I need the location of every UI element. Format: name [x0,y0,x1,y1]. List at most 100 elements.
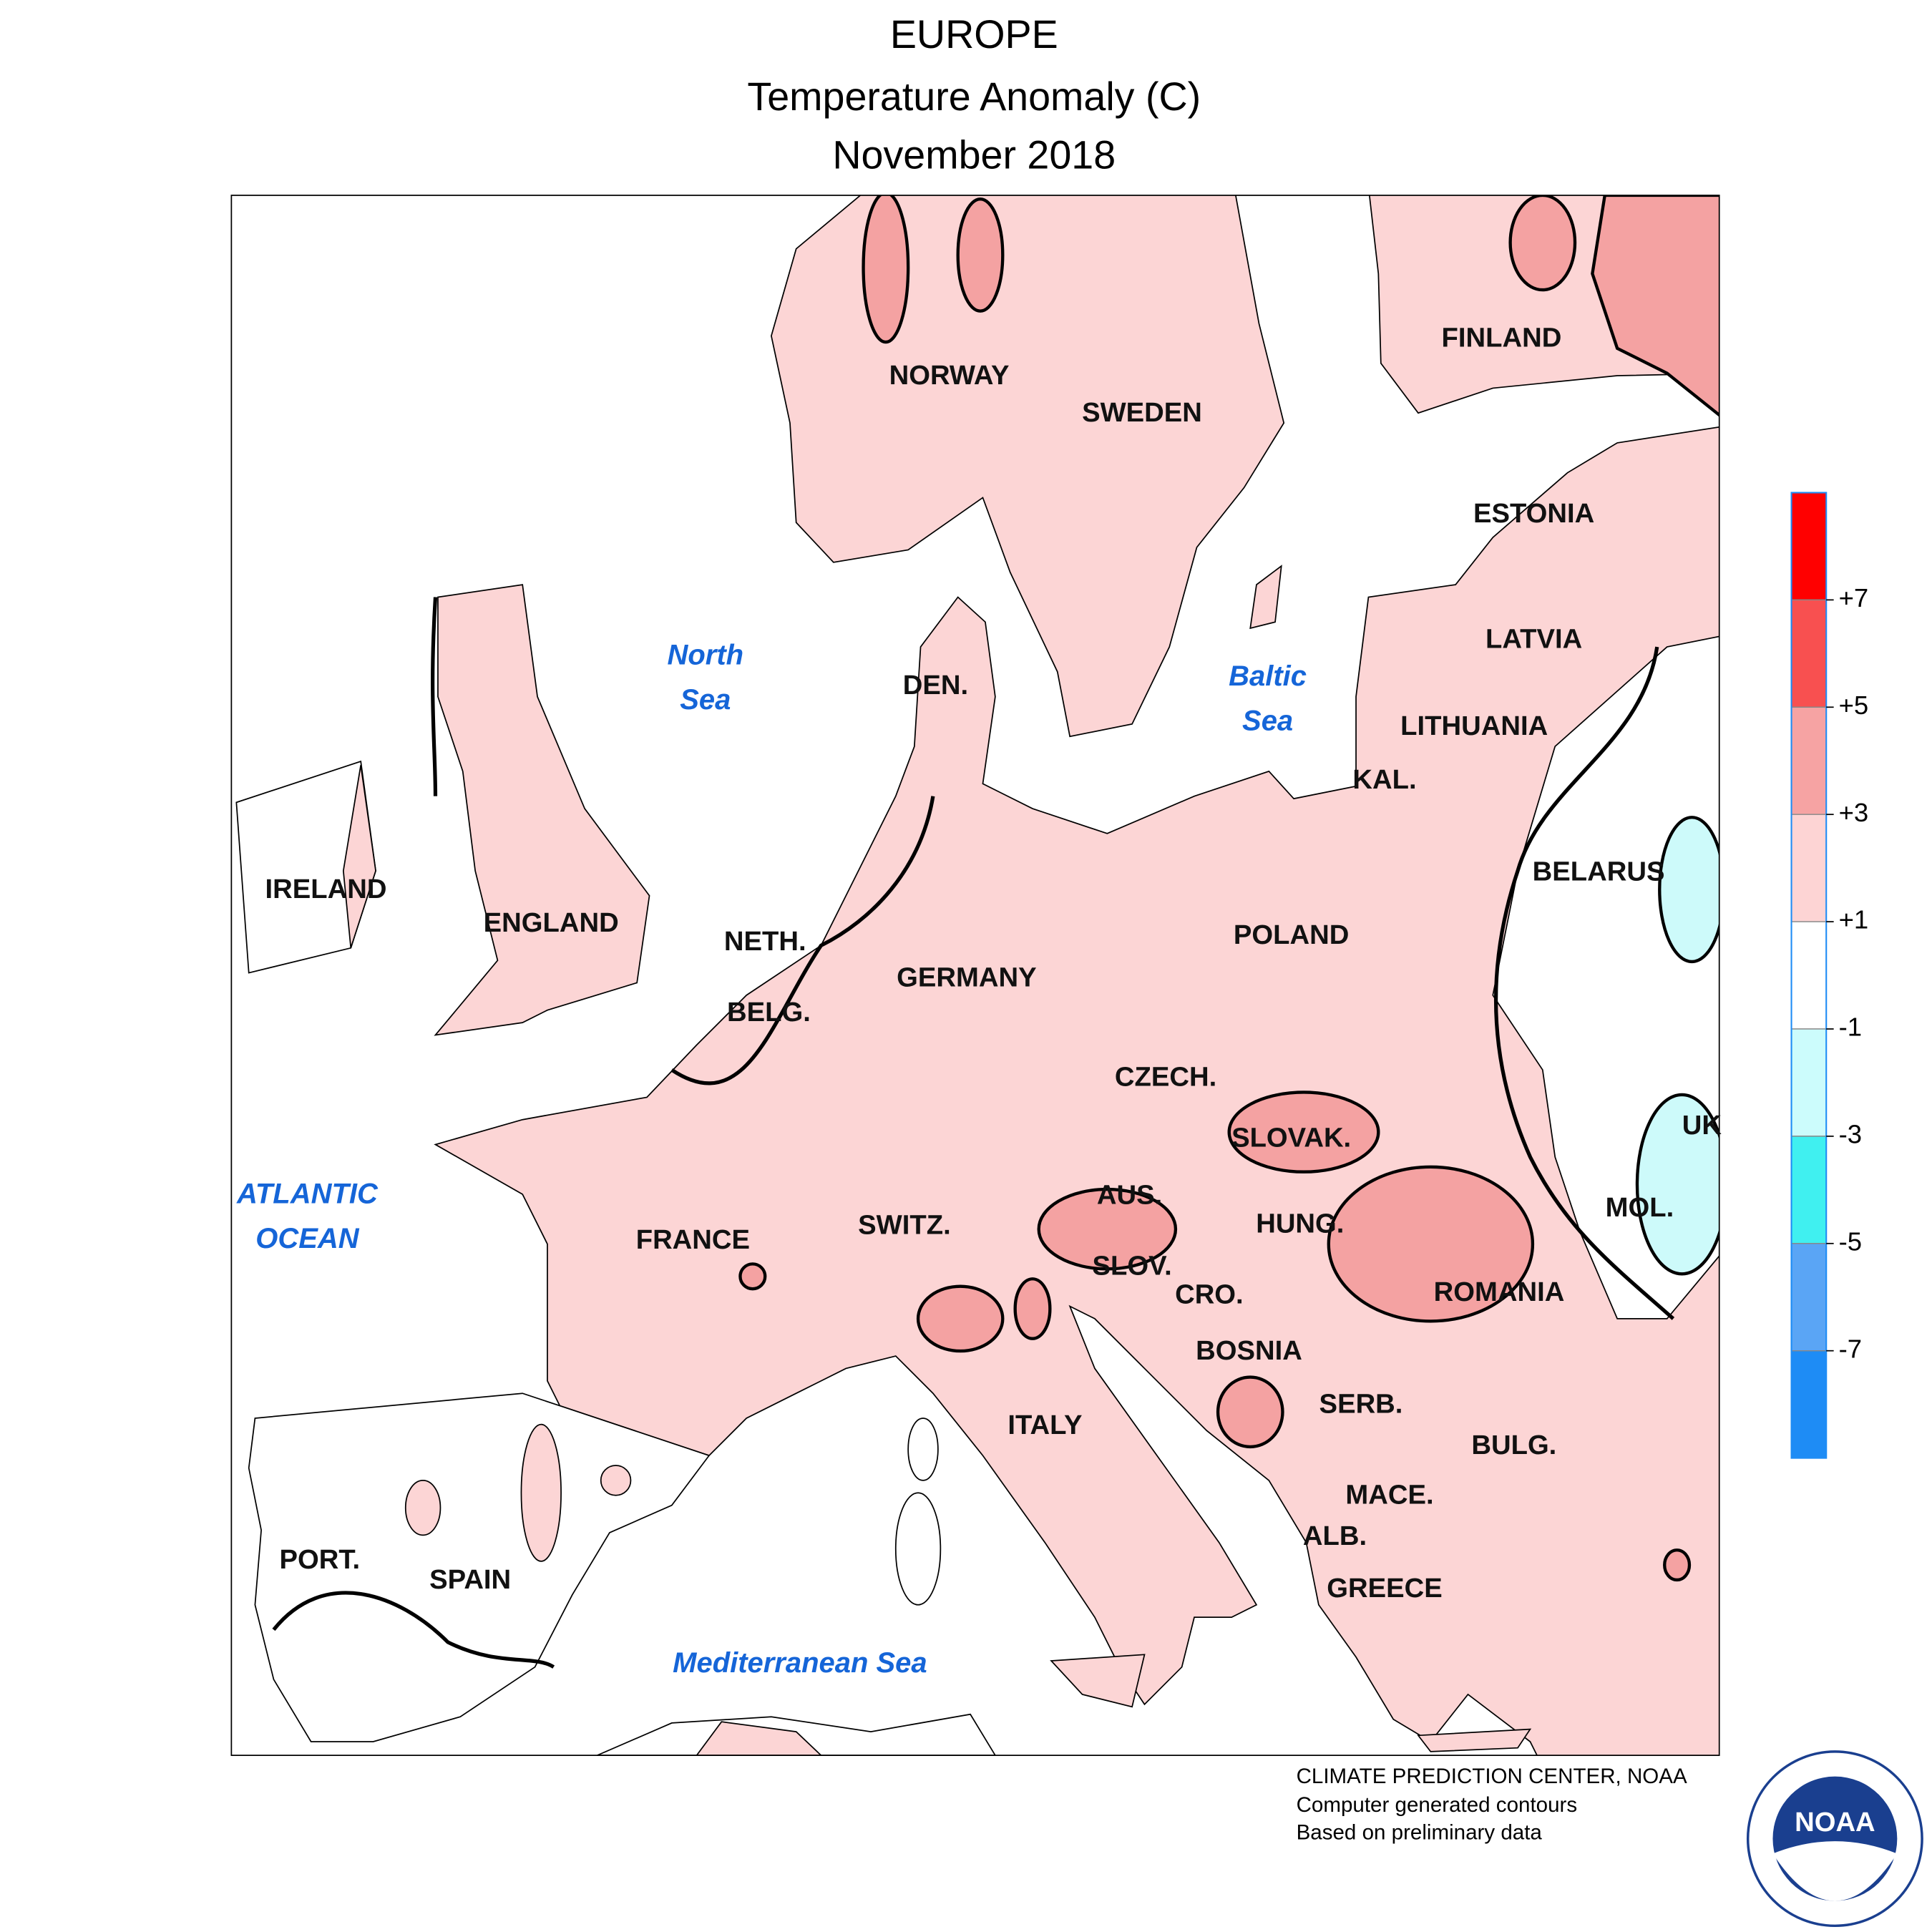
island-corsica [907,1418,939,1481]
country-label: BELG. [727,997,811,1028]
warm-area-spain [404,1480,441,1536]
legend-swatch [1790,706,1827,815]
credit-line: Computer generated contours [1297,1793,1578,1817]
country-label: CRO. [1175,1279,1244,1310]
island-gotland [1249,565,1282,630]
country-label: FRANCE [636,1224,750,1255]
country-label: POLAND [1234,919,1349,950]
island-crete [1417,1728,1532,1752]
logo-text: NOAA [1795,1807,1875,1838]
anomaly-area [1508,195,1577,292]
land-britain [434,584,650,1036]
legend-tick-label: -7 [1839,1334,1862,1363]
country-label: UK [1682,1110,1722,1141]
anomaly-area [1037,1187,1178,1271]
country-label: SPAIN [429,1564,511,1595]
legend-swatch [1790,921,1827,1030]
anomaly-area [956,197,1005,313]
country-label: ESTONIA [1473,498,1594,529]
title-line: Temperature Anomaly (C) [747,74,1201,119]
legend-tick-label: -1 [1839,1013,1862,1042]
land-continent [434,426,1719,1756]
cool-area [1635,1093,1719,1276]
legend-swatch [1790,599,1827,708]
country-label: HUNG. [1256,1209,1344,1239]
country-label: FINLAND [1442,323,1562,353]
country-label: GREECE [1327,1573,1442,1604]
sea-label: Sea [1242,706,1293,737]
island-sardinia [894,1492,942,1606]
credit-line: Based on preliminary data [1297,1820,1543,1844]
color-legend: +7 +5 +3 +1 -1 -3 -5 -7 [1790,492,1869,1459]
legend-tick-label: -5 [1839,1226,1862,1256]
zero-contour [272,1591,555,1669]
zero-contour [431,597,438,796]
map-frame [230,195,1720,1756]
country-label: LITHUANIA [1400,711,1548,741]
country-label: IRELAND [265,874,387,904]
anomaly-area [738,1262,767,1291]
anomaly-area [1216,1375,1284,1449]
island-sicily [1050,1654,1146,1708]
title-line: November 2018 [832,132,1116,177]
country-label: SWITZ. [858,1209,951,1240]
sea-label: North [667,640,743,671]
legend-tick-label: +7 [1839,583,1869,613]
anomaly-area [1013,1277,1052,1340]
country-label: BULG. [1471,1430,1556,1460]
legend-swatch [1790,492,1827,601]
country-label: LATVIA [1485,623,1582,654]
legend-swatch [1790,1243,1827,1352]
country-label: PORT. [280,1544,361,1575]
title-line: EUROPE [890,12,1058,57]
anomaly-area [1663,1548,1692,1582]
country-label: CZECH. [1115,1061,1216,1092]
legend-tick-label: +3 [1839,798,1869,827]
sea-label: OCEAN [255,1223,359,1254]
legend-border [1790,492,1828,1459]
anomaly-area [916,1284,1005,1353]
country-label: ENGLAND [484,907,619,938]
label-layer: NORWAY SWEDEN FINLAND ESTONIA LATVIA LITHUANI… [236,323,1722,1679]
legend-swatch [1790,814,1827,922]
map-area [231,195,1719,1756]
country-label: BOSNIA [1196,1335,1302,1366]
legend-swatch [1790,1028,1827,1137]
legend-tick-label: +1 [1839,905,1869,935]
country-label: ROMANIA [1434,1277,1565,1307]
logo-bird [1772,1841,1898,1901]
anomaly-area [1327,1165,1535,1323]
sea-label: Sea [680,684,731,716]
zero-contour [1494,646,1675,1320]
country-label: BELARUS [1533,857,1665,887]
legend-tick-label: +5 [1839,691,1869,720]
country-label: SLOV. [1092,1251,1171,1282]
sea-label: Baltic [1229,660,1307,692]
country-label: DEN. [903,670,968,701]
country-label: KAL. [1352,764,1416,795]
country-label: NETH. [724,926,806,957]
land-iberia [248,1392,711,1742]
warm-area-spain [520,1423,562,1562]
country-label: MOL. [1606,1192,1674,1223]
country-label: MACE. [1345,1480,1433,1511]
land-ireland-strip [342,765,376,949]
legend-swatch [1790,1136,1827,1244]
anomaly-area [1591,195,1719,417]
zero-contour [670,796,935,1085]
country-label: ITALY [1008,1410,1082,1440]
cool-area [1658,816,1719,964]
legend-tick-label: -3 [1839,1120,1862,1149]
warm-area-spain [600,1465,632,1496]
country-label: ALB. [1303,1521,1367,1551]
credit-line: CLIMATE PREDICTION CENTER, NOAA [1297,1765,1687,1788]
country-label: SERB. [1319,1389,1403,1420]
anomaly-area [862,195,910,344]
anomaly-area [1227,1091,1380,1174]
country-label: GERMANY [897,962,1036,992]
sea-label: ATLANTIC [236,1178,379,1209]
country-label: NORWAY [889,360,1010,391]
country-label: SLOVAK. [1231,1123,1351,1153]
legend-swatch [1790,1350,1827,1459]
